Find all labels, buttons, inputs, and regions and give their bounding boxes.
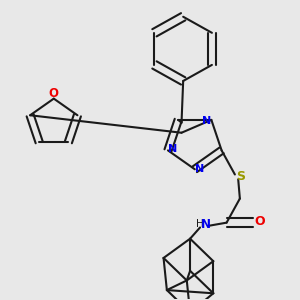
Text: N: N bbox=[168, 144, 177, 154]
Text: H: H bbox=[196, 219, 204, 229]
Text: N: N bbox=[202, 116, 211, 127]
Text: S: S bbox=[236, 169, 245, 183]
Text: N: N bbox=[201, 218, 211, 231]
Text: N: N bbox=[196, 164, 205, 174]
Text: O: O bbox=[49, 87, 59, 100]
Text: O: O bbox=[254, 214, 265, 227]
